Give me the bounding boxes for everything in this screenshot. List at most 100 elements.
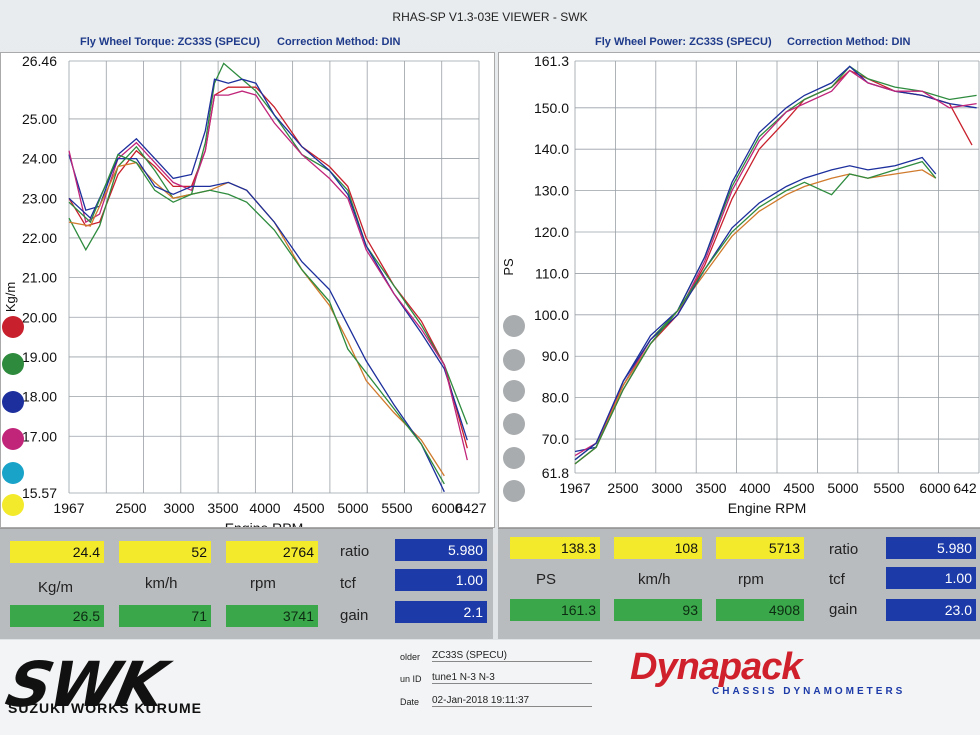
power-chart-panel: 161.3 150.0 140.0 130.0 120.0 110.0 100.0 90.0 8… — [498, 52, 980, 528]
dynapack-logo-subtitle: CHASSIS DYNAMOMETERS — [712, 686, 906, 697]
series-line — [574, 69, 977, 457]
x-tick-label: 4000 — [739, 480, 770, 496]
y-tick-label: 23.00 — [22, 190, 57, 206]
legend-dot-4[interactable] — [2, 428, 24, 450]
folder-value: ZC33S (SPECU) — [432, 650, 592, 662]
rpm-unit: rpm — [250, 575, 276, 592]
x-tick-label: 5000 — [827, 480, 858, 496]
gain-value-right: 23.0 — [886, 599, 976, 621]
ratio-label: ratio — [340, 543, 370, 560]
power-legend-dot-2[interactable] — [503, 349, 525, 371]
x-tick-label: 642 — [953, 480, 977, 496]
x-tick-label: 6000 — [431, 500, 462, 516]
power-legend-dot-6[interactable] — [503, 480, 525, 502]
max-torque-speed-value: 71 — [119, 605, 211, 627]
legend-dot-6[interactable] — [2, 494, 24, 516]
series-line — [574, 160, 937, 465]
x-tick-label: 1967 — [559, 480, 590, 496]
y-tick-label: 61.8 — [542, 465, 569, 481]
run-id-label: un ID — [400, 674, 422, 684]
x-tick-label: 3500 — [207, 500, 238, 516]
footer — [0, 640, 980, 735]
y-axis-label: PS — [501, 258, 516, 276]
y-tick-label: 161.3 — [534, 53, 569, 69]
power-correction-method: Correction Method: DIN — [787, 36, 911, 48]
max-power-value: 161.3 — [510, 599, 600, 621]
x-tick-label: 4000 — [249, 500, 280, 516]
power-legend-dot-5[interactable] — [503, 447, 525, 469]
speed-unit: km/h — [145, 575, 178, 592]
x-tick-label: 3000 — [163, 500, 194, 516]
max-torque-rpm-value: 3741 — [226, 605, 318, 627]
power-chart-title: Fly Wheel Power: ZC33S (SPECU) — [595, 36, 772, 48]
x-tick-label: 4500 — [783, 480, 814, 496]
power-legend-dot-1[interactable] — [503, 315, 525, 337]
series-line — [68, 157, 445, 493]
y-tick-label: 90.0 — [542, 348, 569, 364]
gain-label: gain — [340, 607, 369, 624]
date-value: 02-Jan-2018 19:11:37 — [432, 695, 592, 707]
x-tick-label: 2500 — [115, 500, 146, 516]
torque-chart: 26.46 25.00 24.00 23.00 22.00 21.00 20.00 19.00… — [3, 53, 487, 536]
max-power-speed-value: 93 — [614, 599, 702, 621]
tcf-label-right: tcf — [829, 571, 845, 588]
grid — [68, 60, 480, 494]
torque-value: 24.4 — [10, 541, 104, 563]
x-tick-label: 5000 — [337, 500, 368, 516]
y-tick-label: 130.0 — [534, 183, 569, 199]
y-tick-label: 22.00 — [22, 230, 57, 246]
max-torque-value: 26.5 — [10, 605, 104, 627]
series-line — [574, 169, 937, 465]
speed-unit-right: km/h — [638, 571, 671, 588]
legend-dot-1[interactable] — [2, 316, 24, 338]
tcf-value-right: 1.00 — [886, 567, 976, 589]
series-line — [574, 156, 937, 461]
y-tick-label: 26.46 — [22, 53, 57, 69]
y-tick-label: 15.57 — [22, 485, 57, 501]
series-line — [574, 65, 977, 453]
y-tick-label: 140.0 — [534, 141, 569, 157]
ratio-value-right: 5.980 — [886, 537, 976, 559]
x-axis-label: Engine RPM — [225, 520, 304, 527]
x-tick-label: 3500 — [695, 480, 726, 496]
series-line — [574, 69, 973, 465]
power-readout-panel: 138.3 108 5713 ratio 5.980 PS km/h rpm t… — [498, 528, 980, 639]
x-tick-label: 2500 — [607, 480, 638, 496]
torque-readout-panel: 24.4 52 2764 ratio 5.980 Kg/m km/h rpm t… — [0, 528, 493, 639]
x-tick-label: 6000 — [919, 480, 950, 496]
power-speed-value: 108 — [614, 537, 702, 559]
torque-chart-title: Fly Wheel Torque: ZC33S (SPECU) — [80, 36, 261, 48]
window-title: RHAS-SP V1.3-03E VIEWER - SWK — [392, 10, 588, 24]
series-line — [68, 78, 468, 441]
legend-dot-5[interactable] — [2, 462, 24, 484]
rpm-unit-right: rpm — [738, 571, 764, 588]
x-tick-label: 4500 — [293, 500, 324, 516]
y-tick-label: 150.0 — [534, 100, 569, 116]
y-tick-label: 17.00 — [22, 428, 57, 444]
power-legend-dot-4[interactable] — [503, 413, 525, 435]
torque-unit: Kg/m — [38, 579, 74, 596]
gain-value: 2.1 — [395, 601, 487, 623]
series-line — [574, 65, 977, 461]
max-power-rpm-value: 4908 — [716, 599, 804, 621]
torque-chart-panel: 26.46 25.00 24.00 23.00 22.00 21.00 20.00 19.00… — [0, 52, 495, 536]
y-tick-label: 70.0 — [542, 431, 569, 447]
x-tick-label: 5500 — [381, 500, 412, 516]
y-tick-label: 24.00 — [22, 151, 57, 167]
power-legend-dot-3[interactable] — [503, 380, 525, 402]
legend-dot-3[interactable] — [2, 391, 24, 413]
x-tick-label: 1967 — [53, 500, 84, 516]
y-tick-label: 80.0 — [542, 390, 569, 406]
series-line — [68, 161, 445, 477]
y-tick-label: 18.00 — [22, 389, 57, 405]
torque-correction-method: Correction Method: DIN — [277, 36, 401, 48]
ratio-label-right: ratio — [829, 541, 859, 558]
y-tick-label: 20.00 — [22, 309, 57, 325]
torque-rpm-value: 2764 — [226, 541, 318, 563]
ratio-value: 5.980 — [395, 539, 487, 561]
swk-logo-subtitle: SUZUKI WORKS KURUME — [8, 700, 202, 716]
legend-dot-2[interactable] — [2, 353, 24, 375]
power-unit: PS — [536, 571, 557, 588]
run-id-value: tune1 N-3 N-3 — [432, 672, 592, 684]
y-tick-label: 25.00 — [22, 111, 57, 127]
